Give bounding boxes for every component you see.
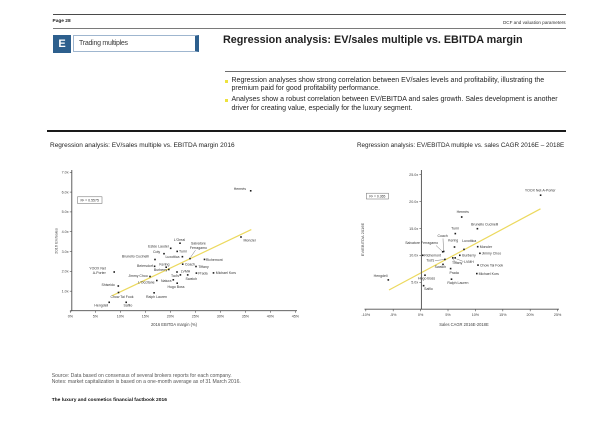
svg-text:10%: 10% [117, 315, 125, 319]
svg-text:25%: 25% [554, 313, 562, 317]
svg-text:10%: 10% [472, 313, 480, 317]
svg-text:5%: 5% [445, 313, 451, 317]
svg-text:Ralph Lauren: Ralph Lauren [146, 295, 167, 299]
svg-text:20%: 20% [527, 313, 535, 317]
svg-text:Tumi: Tumi [451, 227, 459, 231]
svg-text:Ralph Lauren: Ralph Lauren [447, 281, 468, 285]
svg-text:Safilo: Safilo [124, 304, 133, 308]
svg-text:Tumi: Tumi [179, 250, 187, 254]
svg-text:Luxottica: Luxottica [165, 255, 179, 259]
svg-text:0%: 0% [418, 313, 424, 317]
svg-text:45%: 45% [292, 315, 300, 319]
svg-text:Natura: Natura [161, 279, 172, 283]
svg-text:A-Porter: A-Porter [93, 271, 107, 275]
svg-text:5%: 5% [93, 315, 99, 319]
svg-text:Kering: Kering [448, 238, 458, 242]
svg-text:4.0x: 4.0x [62, 230, 69, 234]
svg-text:Kering: Kering [159, 263, 169, 267]
svg-text:5.0x: 5.0x [411, 281, 418, 285]
svg-text:Coty: Coty [153, 250, 160, 254]
svg-text:Coach: Coach [438, 234, 448, 238]
svg-text:Estée Lauder: Estée Lauder [148, 244, 170, 248]
svg-text:1.0x: 1.0x [62, 290, 69, 294]
svg-text:Hengdeli: Hengdeli [374, 274, 388, 278]
svg-text:Hermès: Hermès [457, 210, 470, 214]
svg-text:Shiseido: Shiseido [101, 283, 114, 287]
svg-text:Sales CAGR 2016E-2018E: Sales CAGR 2016E-2018E [439, 322, 489, 327]
svg-text:Michael Kors: Michael Kors [479, 272, 499, 276]
svg-text:2.0x: 2.0x [62, 270, 69, 274]
svg-text:Chow Tai Fook: Chow Tai Fook [110, 295, 133, 299]
svg-text:LVMH: LVMH [181, 270, 191, 274]
svg-text:Luxottica: Luxottica [462, 239, 476, 243]
svg-text:Ferragamo: Ferragamo [190, 246, 207, 250]
svg-text:15%: 15% [499, 313, 507, 317]
svg-text:Salvatore: Salvatore [191, 242, 206, 246]
svg-text:10.0x: 10.0x [409, 254, 418, 258]
svg-text:Coach: Coach [185, 262, 195, 266]
svg-text:Brunello Cucinelli: Brunello Cucinelli [471, 222, 498, 226]
svg-text:Jimmy Choo: Jimmy Choo [128, 274, 148, 278]
svg-text:Hugo Boss: Hugo Boss [167, 285, 184, 289]
svg-text:Richemont: Richemont [424, 254, 441, 258]
svg-text:Tod's: Tod's [171, 274, 179, 278]
svg-text:Richemont: Richemont [206, 258, 223, 262]
svg-text:L'Occitane: L'Occitane [138, 281, 154, 285]
svg-text:20%: 20% [167, 315, 175, 319]
svg-text:Hengdeli: Hengdeli [94, 304, 108, 308]
svg-text:Beiersdorf: Beiersdorf [137, 264, 153, 268]
svg-text:40%: 40% [267, 315, 275, 319]
svg-text:25%: 25% [192, 315, 200, 319]
svg-text:Moncler: Moncler [244, 238, 257, 242]
svg-text:Safilo: Safilo [424, 287, 433, 291]
svg-text:L'Oreal: L'Oreal [174, 238, 185, 242]
svg-text:Burberry: Burberry [154, 268, 168, 272]
svg-text:Swatch: Swatch [435, 265, 447, 269]
svg-text:2016 EV/sales: 2016 EV/sales [54, 228, 59, 254]
svg-text:Brunello Cucinelli: Brunello Cucinelli [122, 254, 149, 258]
svg-text:EV/EBITDA 2016E: EV/EBITDA 2016E [360, 222, 365, 256]
svg-text:Tiffany: Tiffany [452, 261, 463, 265]
svg-text:30%: 30% [217, 315, 225, 319]
svg-text:Prada: Prada [450, 271, 459, 275]
svg-text:Michael Kors: Michael Kors [216, 271, 236, 275]
svg-text:7.0x: 7.0x [62, 171, 69, 175]
svg-text:LVMH: LVMH [464, 260, 474, 264]
svg-text:15%: 15% [142, 315, 150, 319]
svg-text:Moncler: Moncler [480, 245, 493, 249]
svg-text:20.0x: 20.0x [409, 200, 418, 204]
svg-text:YOOX Net-A-Porter: YOOX Net-A-Porter [525, 188, 557, 192]
svg-text:0%: 0% [68, 315, 74, 319]
svg-text:Chow Tai Fook: Chow Tai Fook [480, 263, 503, 267]
svg-text:35%: 35% [242, 315, 250, 319]
svg-text:R² = 0.5575: R² = 0.5575 [81, 199, 99, 203]
svg-text:Tod's: Tod's [426, 259, 434, 263]
svg-text:YOOX Net: YOOX Net [89, 267, 106, 271]
svg-text:5.0x: 5.0x [62, 210, 69, 214]
svg-text:-5%: -5% [390, 313, 397, 317]
svg-text:Salvatore Ferragamo: Salvatore Ferragamo [405, 241, 438, 245]
svg-text:Hugo Boss: Hugo Boss [418, 277, 435, 281]
svg-text:15.0x: 15.0x [409, 227, 418, 231]
svg-text:25.0x: 25.0x [409, 173, 418, 177]
svg-text:2016 EBITDA margin (%): 2016 EBITDA margin (%) [151, 322, 198, 327]
svg-text:Swatch: Swatch [186, 277, 198, 281]
svg-text:Burberry: Burberry [462, 254, 476, 258]
svg-text:3.0x: 3.0x [62, 250, 69, 254]
svg-text:6.0x: 6.0x [62, 190, 69, 194]
svg-text:Jimmy Choo: Jimmy Choo [482, 252, 502, 256]
svg-text:-10%: -10% [361, 313, 370, 317]
svg-text:Prada: Prada [198, 271, 207, 275]
svg-text:R² = 0.365: R² = 0.365 [369, 194, 385, 198]
svg-text:Hermès: Hermès [234, 187, 247, 191]
svg-text:Tiffany: Tiffany [198, 265, 209, 269]
